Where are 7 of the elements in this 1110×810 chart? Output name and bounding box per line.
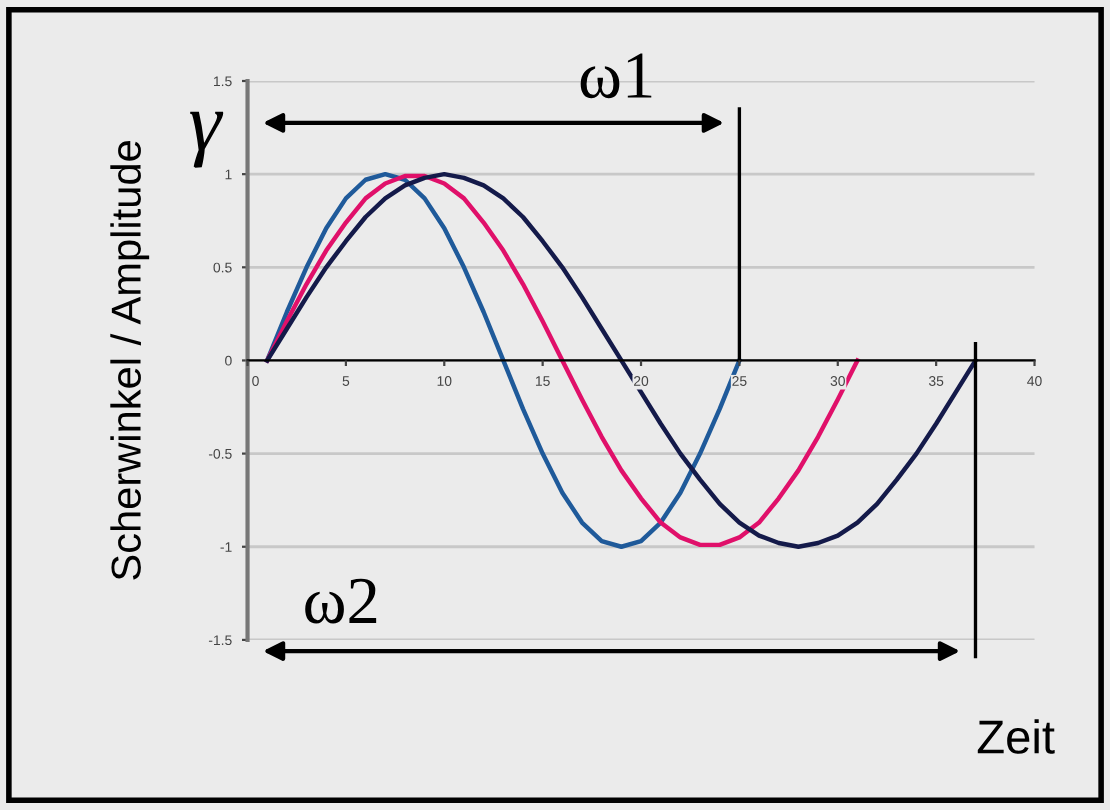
annotation: ω2 [305, 578, 377, 624]
text: γ [190, 111, 224, 168]
line-series [264, 171, 978, 549]
x-axis-title: Zeit [977, 719, 1055, 754]
annotation: ω1 [580, 53, 652, 99]
line-series [264, 173, 860, 548]
y-axis-title: Scherwinkel / Amplitude [110, 141, 150, 580]
